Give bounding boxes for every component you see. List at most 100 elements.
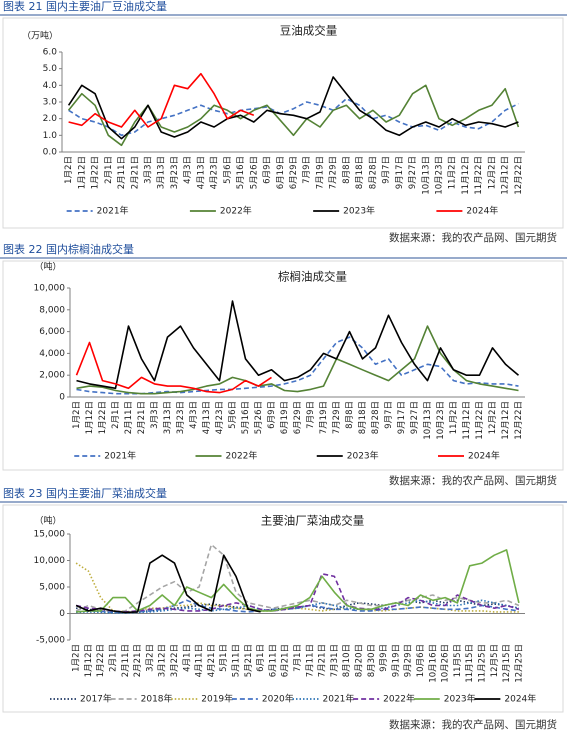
x-tick-label: 10月13日 — [421, 156, 431, 195]
y-tick-label: 0.0 — [43, 148, 58, 158]
x-tick-label: 5月1日 — [219, 644, 229, 672]
legend-label: 2020年 — [262, 693, 294, 705]
chart-title: 豆油成交量 — [280, 24, 338, 38]
x-tick-label: 6月1日 — [256, 644, 266, 672]
source-note: 数据来源：我的农产品网、国元期货 — [389, 231, 557, 244]
x-tick-label: 2月21日 — [130, 156, 140, 189]
x-tick-label: 4月13日 — [202, 401, 212, 434]
x-tick-label: 6月9日 — [267, 401, 277, 429]
x-tick-label: 2月11日 — [117, 156, 127, 189]
series-line — [76, 549, 520, 613]
x-tick-label: 11月2日 — [449, 401, 459, 434]
x-tick-label: 1月22日 — [96, 644, 106, 677]
y-tick-label: 10,000 — [34, 556, 66, 566]
x-tick-label: 9月17日 — [395, 156, 405, 189]
y-tick-label: 6,000 — [39, 327, 65, 337]
x-tick-label: 4月1日 — [182, 644, 192, 672]
x-tick-label: 8月18日 — [355, 156, 365, 189]
y-tick-label: 3.0 — [43, 98, 58, 108]
x-tick-label: 10月26日 — [441, 644, 451, 683]
x-tick-label: 3月13日 — [157, 156, 167, 189]
x-tick-label: 5月11日 — [232, 644, 242, 677]
x-tick-label: 3月23日 — [176, 401, 186, 434]
x-tick-label: 2月1日 — [104, 156, 114, 184]
x-tick-label: 3月13日 — [163, 401, 173, 434]
x-tick-label: 9月29日 — [404, 644, 414, 677]
x-tick-label: 7月21日 — [318, 644, 328, 677]
chart-frame — [2, 17, 564, 229]
x-tick-label: 6月9日 — [263, 156, 273, 184]
series-line — [75, 543, 520, 613]
x-tick-label: 10月16日 — [428, 644, 438, 683]
x-tick-label: 11月5日 — [453, 644, 463, 677]
x-tick-label: 6月21日 — [281, 644, 291, 677]
x-tick-label: 10月13日 — [423, 401, 433, 440]
x-tick-label: 8月28日 — [368, 156, 378, 189]
x-tick-label: 2月21日 — [137, 401, 147, 434]
x-tick-label: 9月7日 — [382, 156, 392, 184]
chart-frame — [2, 504, 564, 713]
legend-label: 2024年 — [466, 205, 498, 217]
x-tick-label: 3月2日 — [145, 644, 155, 672]
legend-label: 2023年 — [343, 205, 375, 217]
x-tick-label: 1月2日 — [72, 401, 82, 429]
x-tick-label: 11月22日 — [474, 156, 484, 195]
series-line — [76, 336, 519, 395]
x-tick-label: 7月31日 — [330, 644, 340, 677]
x-tick-label: 12月5日 — [490, 644, 500, 677]
x-tick-label: 9月19日 — [391, 644, 401, 677]
y-tick-label: 4.0 — [43, 81, 58, 91]
x-tick-label: 4月21日 — [207, 644, 217, 677]
x-tick-label: 8月28日 — [371, 401, 381, 434]
y-axis-unit: （万吨） — [22, 30, 58, 42]
x-tick-label: 8月20日 — [354, 644, 364, 677]
legend-label: 2021年 — [104, 450, 136, 462]
x-tick-label: 4月13日 — [196, 156, 206, 189]
x-tick-label: 12月12日 — [501, 401, 511, 440]
x-tick-label: 6月19日 — [276, 156, 286, 189]
legend-label: 2024年 — [504, 693, 536, 705]
x-tick-label: 4月23日 — [210, 156, 220, 189]
x-tick-label: 5月26日 — [254, 401, 264, 434]
legend-label: 2021年 — [323, 693, 355, 705]
legend-label: 2019年 — [201, 693, 233, 705]
x-tick-label: 11月12日 — [462, 401, 472, 440]
y-tick-label: 0 — [59, 609, 65, 619]
x-tick-label: 4月3日 — [189, 401, 199, 429]
x-tick-label: 3月23日 — [170, 156, 180, 189]
x-tick-label: 11月22日 — [475, 401, 485, 440]
source-note: 数据来源：我的农产品网、国元期货 — [389, 474, 557, 487]
y-tick-label: 8,000 — [39, 305, 65, 315]
x-tick-label: 12月25日 — [514, 644, 524, 683]
series-line — [76, 300, 520, 390]
x-tick-label: 10月23日 — [435, 156, 445, 195]
y-tick-label: 6.0 — [43, 48, 58, 58]
y-tick-label: 1.0 — [43, 131, 58, 141]
series-line — [68, 72, 255, 128]
x-tick-label: 5月26日 — [249, 156, 259, 189]
chart-title: 主要油厂菜油成交量 — [261, 514, 365, 528]
legend-label: 2023年 — [444, 693, 476, 705]
x-tick-label: 6月29日 — [293, 401, 303, 434]
y-tick-label: 2.0 — [43, 114, 58, 124]
x-tick-label: 3月3日 — [150, 401, 160, 429]
y-tick-label: 0 — [59, 393, 65, 403]
x-tick-label: 11月25日 — [477, 644, 487, 683]
x-tick-label: 2月1日 — [109, 644, 119, 672]
y-tick-label: 10,000 — [34, 284, 66, 294]
x-tick-label: 10月23日 — [436, 401, 446, 440]
series-line — [76, 325, 519, 395]
x-tick-label: 12月12日 — [501, 156, 511, 195]
series-line — [76, 599, 520, 614]
series-line — [75, 341, 272, 394]
x-tick-label: 1月12日 — [85, 401, 95, 434]
x-tick-label: 7月19日 — [315, 156, 325, 189]
x-tick-label: 9月27日 — [408, 156, 418, 189]
y-tick-label: 2,000 — [39, 371, 65, 381]
series-line — [67, 76, 519, 140]
x-tick-label: 11月15日 — [465, 644, 475, 683]
x-tick-label: 7月9日 — [302, 156, 312, 184]
series-line — [75, 554, 261, 614]
x-tick-label: 5月21日 — [244, 644, 254, 677]
